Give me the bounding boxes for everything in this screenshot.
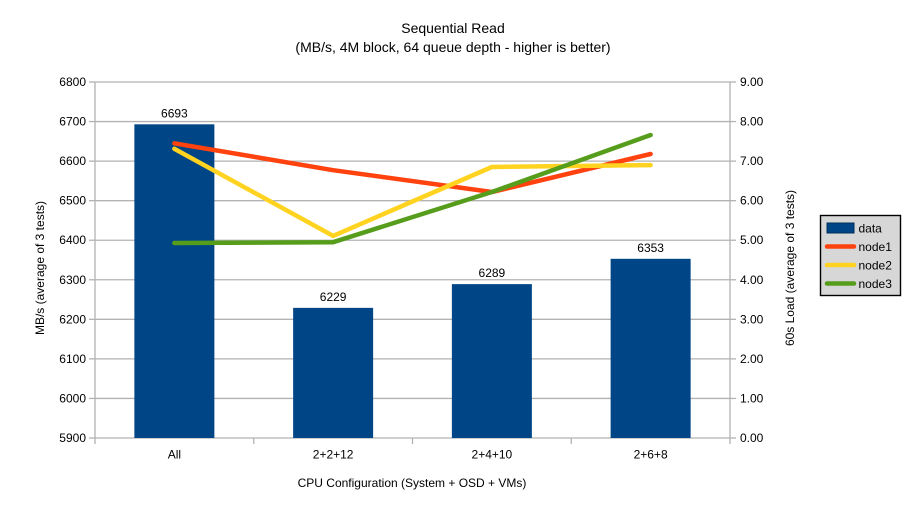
x-axis-category-label: All bbox=[168, 448, 181, 462]
line-node1 bbox=[172, 141, 653, 195]
bar-value-label: 6693 bbox=[161, 106, 188, 120]
chart-title: Sequential Read bbox=[401, 20, 505, 36]
y-axis-left-title: MB/s (average of 3 tests) bbox=[33, 201, 47, 335]
y-axis-left-tick-label: 6500 bbox=[59, 194, 86, 208]
y-axis-right-tick-label: 0.00 bbox=[740, 431, 764, 445]
y-axis-right-tick-label: 4.00 bbox=[740, 273, 764, 287]
bar bbox=[293, 307, 374, 438]
x-axis-category-label: 2+2+12 bbox=[313, 448, 354, 462]
y-axis-left-tick-label: 6000 bbox=[59, 391, 86, 405]
y-axis-left-tick-label: 5900 bbox=[59, 431, 86, 445]
line-node3 bbox=[172, 132, 653, 246]
y-axis-right-tick-label: 5.00 bbox=[740, 233, 764, 247]
x-axis-category-label: 2+6+8 bbox=[634, 448, 668, 462]
legend-label-node2: node2 bbox=[859, 259, 893, 273]
y-axis-left-tick-label: 6800 bbox=[59, 75, 86, 89]
plot-area: 5900 0.00 6000 1.00 6100 2.00 6200 3.00 6300 4.00… bbox=[59, 75, 763, 462]
y-axis-left-tick-label: 6100 bbox=[59, 352, 86, 366]
bar-value-label: 6229 bbox=[320, 290, 347, 304]
bar bbox=[451, 284, 532, 438]
y-axis-right-tick-label: 9.00 bbox=[740, 75, 764, 89]
y-axis-right-tick-label: 2.00 bbox=[740, 352, 764, 366]
y-axis-left-tick-label: 6700 bbox=[59, 115, 86, 129]
x-axis-title: CPU Configuration (System + OSD + VMs) bbox=[298, 476, 527, 490]
bar bbox=[134, 124, 215, 438]
y-axis-right-title: 60s Load (average of 3 tests) bbox=[783, 190, 797, 346]
y-axis-right-tick-label: 6.00 bbox=[740, 194, 764, 208]
legend-label-data: data bbox=[859, 222, 883, 236]
y-axis-left-tick-label: 6400 bbox=[59, 233, 86, 247]
y-axis-left-tick-label: 6300 bbox=[59, 273, 86, 287]
y-axis-right-tick-label: 7.00 bbox=[740, 154, 764, 168]
bar-value-label: 6353 bbox=[637, 241, 664, 255]
y-axis-right-tick-label: 1.00 bbox=[740, 391, 764, 405]
y-axis-right-tick-label: 8.00 bbox=[740, 115, 764, 129]
y-axis-right-tick-label: 3.00 bbox=[740, 312, 764, 326]
line-node2 bbox=[172, 146, 653, 239]
legend-label-node1: node1 bbox=[859, 240, 893, 254]
bar-value-label: 6289 bbox=[479, 266, 506, 280]
legend-swatch-data bbox=[826, 222, 855, 234]
y-axis-left-tick-label: 6200 bbox=[59, 312, 86, 326]
legend-label-node3: node3 bbox=[859, 277, 893, 291]
legend: data node1 node2 node3 bbox=[819, 214, 902, 297]
y-axis-left-tick-label: 6600 bbox=[59, 154, 86, 168]
chart-subtitle: (MB/s, 4M block, 64 queue depth - higher… bbox=[295, 39, 610, 55]
bar bbox=[610, 258, 691, 438]
x-axis-category-label: 2+4+10 bbox=[472, 448, 513, 462]
